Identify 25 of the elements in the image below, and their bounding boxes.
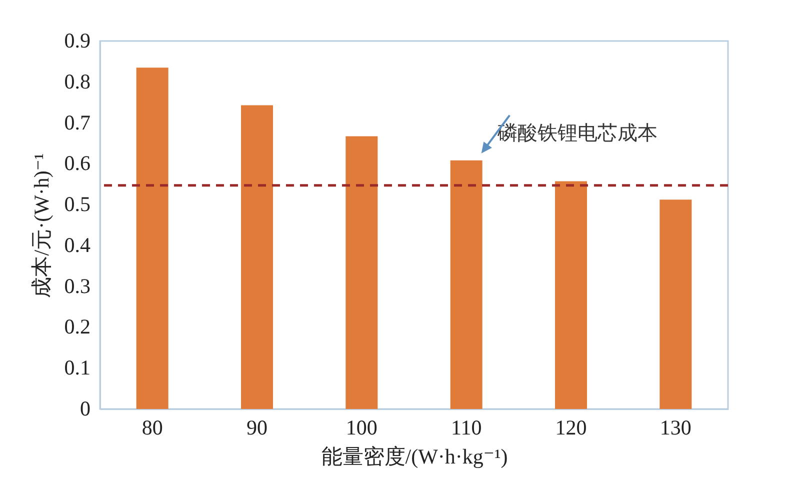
ref-line-label: 磷酸铁锂电芯成本 (496, 120, 658, 144)
x-tick-label: 120 (555, 416, 587, 440)
bar (346, 136, 378, 409)
y-tick-label: 0.6 (64, 151, 90, 176)
y-tick-label: 0.9 (64, 28, 90, 52)
bar (241, 105, 273, 409)
x-tick-label: 90 (246, 416, 268, 440)
y-tick-label: 0.1 (64, 356, 90, 380)
x-tick-label: 130 (660, 416, 692, 440)
y-axis-title: 成本/元·(W·h)⁻¹ (29, 153, 54, 298)
y-tick-label: 0.8 (64, 69, 90, 94)
y-tick-label: 0.3 (64, 274, 90, 298)
y-tick-label: 0.4 (64, 232, 91, 257)
bar (450, 160, 482, 409)
bar (660, 200, 692, 409)
bar (136, 68, 168, 409)
y-tick-label: 0.5 (64, 192, 90, 216)
x-tick-label: 100 (346, 416, 378, 440)
y-tick-label: 0.7 (64, 110, 90, 134)
x-axis-title: 能量密度/(W·h·kg⁻¹) (321, 444, 508, 468)
x-tick-label: 110 (450, 416, 482, 440)
bar (555, 181, 587, 409)
y-tick-label: 0.2 (64, 314, 90, 339)
x-tick-label: 80 (142, 416, 163, 440)
y-tick-label: 0 (80, 396, 90, 420)
